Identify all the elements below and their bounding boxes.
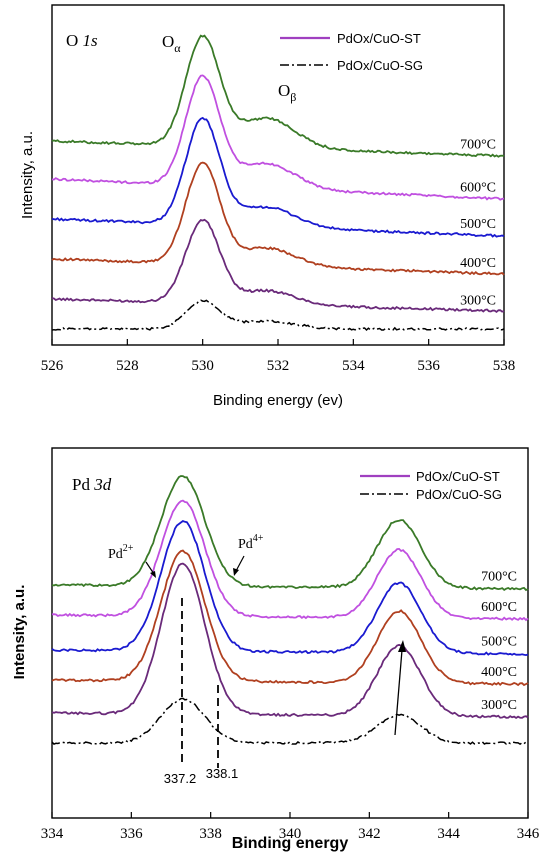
- x-tick-label: 338: [199, 826, 222, 842]
- x-tick-label: 344: [437, 826, 460, 842]
- x-tick-label: 342: [358, 826, 381, 842]
- series-line-sg: [51, 299, 505, 332]
- series-line-sg: [51, 697, 529, 745]
- series-line-400c: [51, 161, 505, 276]
- o1s-legend: PdOx/CuO-ST PdOx/CuO-SG: [280, 31, 423, 73]
- pd3d-y-axis-label: Intensity, a.u.: [11, 585, 28, 680]
- temperature-label: 300°C: [460, 294, 496, 309]
- pd4-annotation: Pd4+: [238, 533, 264, 552]
- temperature-label: 300°C: [481, 698, 517, 713]
- pd3d-panel-label: Pd 3d: [72, 475, 112, 494]
- pd3d-series-group: [51, 475, 529, 745]
- series-line-500c: [51, 519, 529, 657]
- pd3d-plot-frame: [51, 447, 529, 819]
- x-tick-label: 528: [116, 358, 139, 374]
- pd3d-x-ticks: 334 336 338 340 342 344 346: [41, 812, 540, 842]
- temperature-label: 500°C: [460, 217, 496, 232]
- o1s-panel-label: O 1s: [66, 31, 98, 50]
- series-line-700c: [51, 475, 529, 592]
- x-tick-label: 536: [417, 358, 440, 374]
- shift-arrowhead: [398, 640, 406, 652]
- shift-arrow: [394, 649, 403, 736]
- o1s-temperature-labels: 300°C 400°C 500°C 600°C 700°C: [460, 137, 496, 308]
- o1s-x-ticks: 526 528 530 532 534 536 538: [41, 339, 516, 374]
- o1s-y-axis-label: Intensity, a.u.: [19, 131, 36, 219]
- pd3d-temperature-labels: 300°C 400°C 500°C 600°C 700°C: [481, 569, 517, 712]
- temperature-label: 700°C: [460, 137, 496, 152]
- o-alpha-annotation: Oα: [162, 32, 181, 55]
- temperature-label: 400°C: [481, 665, 517, 680]
- x-tick-label: 532: [267, 358, 290, 374]
- series-line-400c: [51, 549, 529, 687]
- x-tick-label: 534: [342, 358, 365, 374]
- pd3d-legend: PdOx/CuO-ST PdOx/CuO-SG: [360, 469, 502, 502]
- x-tick-label: 334: [41, 826, 64, 842]
- pd4-arrowhead: [233, 568, 239, 576]
- series-line-300c: [51, 562, 529, 719]
- pd3d-legend-label-st: PdOx/CuO-ST: [416, 469, 500, 484]
- ref-label-337-2: 337.2: [164, 771, 197, 786]
- series-line-300c: [51, 218, 505, 314]
- temperature-label: 600°C: [460, 181, 496, 196]
- series-line-700c: [51, 34, 505, 158]
- pd2-arrowhead: [150, 571, 156, 578]
- series-line-600c: [51, 74, 505, 201]
- x-tick-label: 340: [279, 826, 302, 842]
- series-line-600c: [51, 499, 529, 622]
- pd3d-legend-label-sg: PdOx/CuO-SG: [416, 487, 502, 502]
- o1s-legend-label-st: PdOx/CuO-ST: [337, 31, 421, 46]
- x-tick-label: 336: [120, 826, 143, 842]
- x-tick-label: 526: [41, 358, 64, 374]
- temperature-label: 500°C: [481, 634, 517, 649]
- pd4-arrow: [235, 555, 245, 572]
- o1s-chart: 526 528 530 532 534 536 538 300°C 400°C 500°C 600…: [19, 4, 516, 409]
- o1s-series-group: [51, 34, 505, 332]
- o1s-x-axis-label: Binding energy (ev): [213, 392, 343, 409]
- pd2-annotation: Pd2+: [108, 543, 134, 562]
- temperature-label: 600°C: [481, 600, 517, 615]
- pd3d-chart: 334 336 338 340 342 344 346 300°C 400°C 500°C 600…: [11, 447, 540, 852]
- o1s-plot-frame: [51, 4, 505, 346]
- temperature-label: 400°C: [460, 256, 496, 271]
- o1s-legend-label-sg: PdOx/CuO-SG: [337, 58, 423, 73]
- x-tick-label: 530: [191, 358, 214, 374]
- o-beta-annotation: Oβ: [278, 81, 296, 104]
- temperature-label: 700°C: [481, 569, 517, 584]
- x-tick-label: 538: [493, 358, 516, 374]
- x-tick-label: 346: [517, 826, 540, 842]
- ref-label-338-1: 338.1: [206, 766, 239, 781]
- series-line-500c: [51, 116, 505, 238]
- pd3d-x-axis-label: Binding energy: [232, 835, 349, 852]
